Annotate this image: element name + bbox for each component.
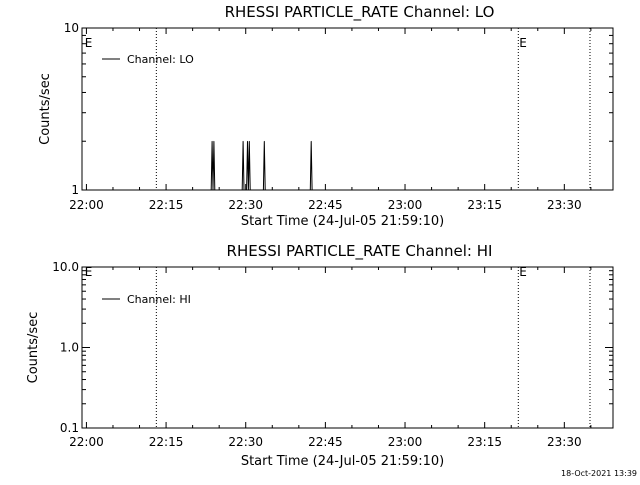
legend: Channel: HI	[102, 293, 191, 306]
x-tick-label: 22:00	[69, 198, 104, 212]
x-axis: 22:00 22:15 22:30 22:45 23:00 23:15 23:30	[69, 267, 592, 449]
y-tick-label: 0.1	[60, 421, 79, 435]
x-axis-label: Start Time (24-Jul-05 21:59:10)	[241, 214, 444, 229]
y-axis-label: Counts/sec	[38, 73, 53, 145]
x-tick-label: 22:00	[69, 435, 104, 449]
event-marker-label: E	[85, 36, 93, 50]
legend-label: Channel: HI	[127, 293, 191, 306]
chart-title: RHESSI PARTICLE_RATE Channel: LO	[225, 3, 495, 22]
x-tick-label: 22:15	[149, 198, 184, 212]
x-tick-label: 23:00	[388, 435, 423, 449]
event-marker-label: E	[85, 265, 93, 279]
legend-label: Channel: LO	[127, 53, 194, 66]
y-axis-label: Counts/sec	[26, 312, 41, 384]
generation-timestamp: 18-Oct-2021 13:39	[561, 469, 637, 478]
x-axis-label: Start Time (24-Jul-05 21:59:10)	[241, 454, 444, 469]
x-axis: 22:00 22:15 22:30 22:45 23:00 23:15 23:30	[69, 28, 592, 212]
x-tick-label: 23:30	[547, 198, 582, 212]
y-tick-label: 1	[71, 183, 79, 197]
y-axis: 1 10	[64, 21, 613, 197]
series-group	[210, 140, 314, 191]
x-tick-label: 22:45	[308, 435, 343, 449]
plot-frame	[81, 27, 614, 191]
x-tick-label: 22:30	[228, 435, 263, 449]
event-marker-label: E	[519, 265, 527, 279]
x-tick-label: 23:15	[467, 198, 502, 212]
legend: Channel: LO	[102, 53, 194, 66]
event-marker-label: E	[519, 36, 527, 50]
y-tick-label: 10	[64, 21, 79, 35]
plot-frame	[81, 266, 614, 429]
series-line	[210, 141, 313, 191]
x-tick-label: 23:15	[467, 435, 502, 449]
chart-title: RHESSI PARTICLE_RATE Channel: HI	[227, 242, 493, 261]
y-tick-label: 10.0	[52, 260, 79, 274]
x-tick-label: 22:30	[228, 198, 263, 212]
x-tick-label: 23:00	[388, 198, 423, 212]
x-tick-label: 22:15	[149, 435, 184, 449]
y-tick-label: 1.0	[60, 341, 79, 355]
x-tick-label: 23:30	[547, 435, 582, 449]
y-axis: 0.1 1.0 10.0	[52, 260, 613, 435]
x-tick-label: 22:45	[308, 198, 343, 212]
